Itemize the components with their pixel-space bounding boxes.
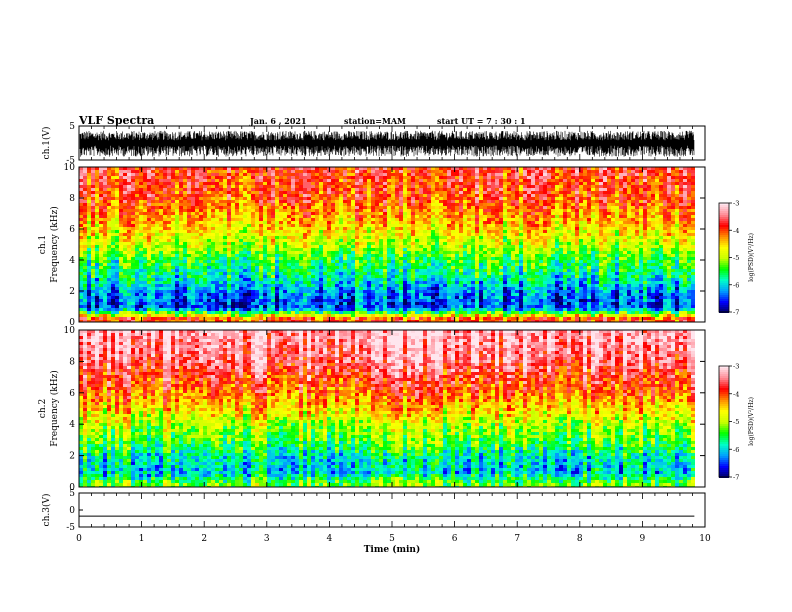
x-tick-label: 9: [640, 534, 646, 544]
colorbar-tick-label: -3: [733, 363, 739, 371]
x-tick-label: 7: [514, 534, 520, 544]
waveform-ch1: 5 -5 ch.1(V): [41, 122, 706, 166]
x-tick-label: 8: [577, 534, 583, 544]
colorbar-tick-label: -7: [733, 309, 739, 317]
colorbar-tick-label: -5: [733, 418, 739, 426]
chart-title: VLF Spectra: [79, 114, 155, 127]
colorbar-tick-label: -3: [733, 200, 739, 208]
x-tick-label: 1: [139, 534, 145, 544]
waveform-ch3: 5 0 -5 ch.3(V): [41, 489, 706, 533]
waveform-ch1-trace: [79, 130, 695, 157]
colorbar-tick-label: -7: [733, 474, 739, 482]
y-axis-label: ch.2: [38, 399, 48, 418]
spectrogram-ch1-cells: [79, 167, 695, 322]
y-tick-label: 4: [69, 420, 75, 430]
y-tick-label: 5: [69, 122, 75, 132]
colorbar-label: log(PSD)(V²/Hz): [748, 233, 755, 282]
colorbar-label: log(PSD)(V²/Hz): [748, 397, 755, 446]
y-tick-label: 4: [69, 256, 75, 266]
colorbar-tick-label: -6: [733, 281, 739, 289]
start-time-label: start UT = 7 : 30 : 1: [437, 116, 526, 126]
y-tick-label: 6: [69, 389, 75, 399]
y-tick-label: 8: [69, 194, 75, 204]
colorbar-ch1: -3 -4 -5 -6 -7 log(PSD)(V²/Hz): [718, 200, 755, 317]
colorbar-tick-label: -4: [733, 227, 739, 235]
y-axis-label: Frequency (kHz): [49, 206, 60, 283]
y-tick-label: -5: [66, 523, 75, 533]
x-tick-label: 0: [76, 534, 82, 544]
y-axis-label: Frequency (kHz): [49, 370, 60, 447]
x-tick-label: 3: [264, 534, 270, 544]
colorbar-tick-label: -4: [733, 390, 739, 398]
colorbar-tick-label: -5: [733, 254, 739, 262]
y-tick-label: 5: [69, 489, 75, 499]
y-tick-label: 0: [69, 318, 75, 328]
y-tick-label: -5: [66, 156, 75, 166]
y-tick-label: 0: [69, 483, 75, 493]
y-tick-label: 0: [69, 506, 75, 516]
colorbar-tick-label: -6: [733, 446, 739, 454]
spectrogram-ch1: 0 2 4 6 8 10 ch.1 Frequency (kHz) -3 -4 -5 -6 -7 log(…: [38, 163, 755, 328]
x-tick-label: 5: [389, 534, 395, 544]
y-tick-label: 6: [69, 225, 75, 235]
x-tick-label: 10: [699, 534, 711, 544]
y-axis-label: ch.1: [38, 235, 48, 254]
y-axis-label: ch.3(V): [41, 494, 52, 527]
colorbar-ch2: -3 -4 -5 -6 -7 log(PSD)(V²/Hz): [718, 363, 755, 482]
x-tick-label: 6: [452, 534, 458, 544]
x-axis-label: Time (min): [364, 544, 421, 555]
y-tick-label: 10: [64, 163, 76, 173]
y-tick-label: 2: [69, 287, 75, 297]
x-tick-label: 2: [201, 534, 207, 544]
y-tick-label: 10: [64, 326, 76, 336]
x-tick-label: 4: [327, 534, 333, 544]
y-axis-label: ch.1(V): [41, 127, 52, 160]
x-axis: 0 1 2 3 4 5 6 7 8 9 10 Time (min): [76, 534, 711, 555]
y-tick-label: 2: [69, 452, 75, 462]
y-tick-label: 8: [69, 357, 75, 367]
spectrogram-ch2-cells: [79, 330, 695, 487]
station-label: station=MAM: [344, 116, 406, 126]
spectrogram-ch2: 0 2 4 6 8 10 ch.2 Frequency (kHz) -3 -4 -5 -6 -7 log(…: [38, 326, 755, 493]
date-label: Jan. 6 , 2021: [250, 116, 307, 126]
